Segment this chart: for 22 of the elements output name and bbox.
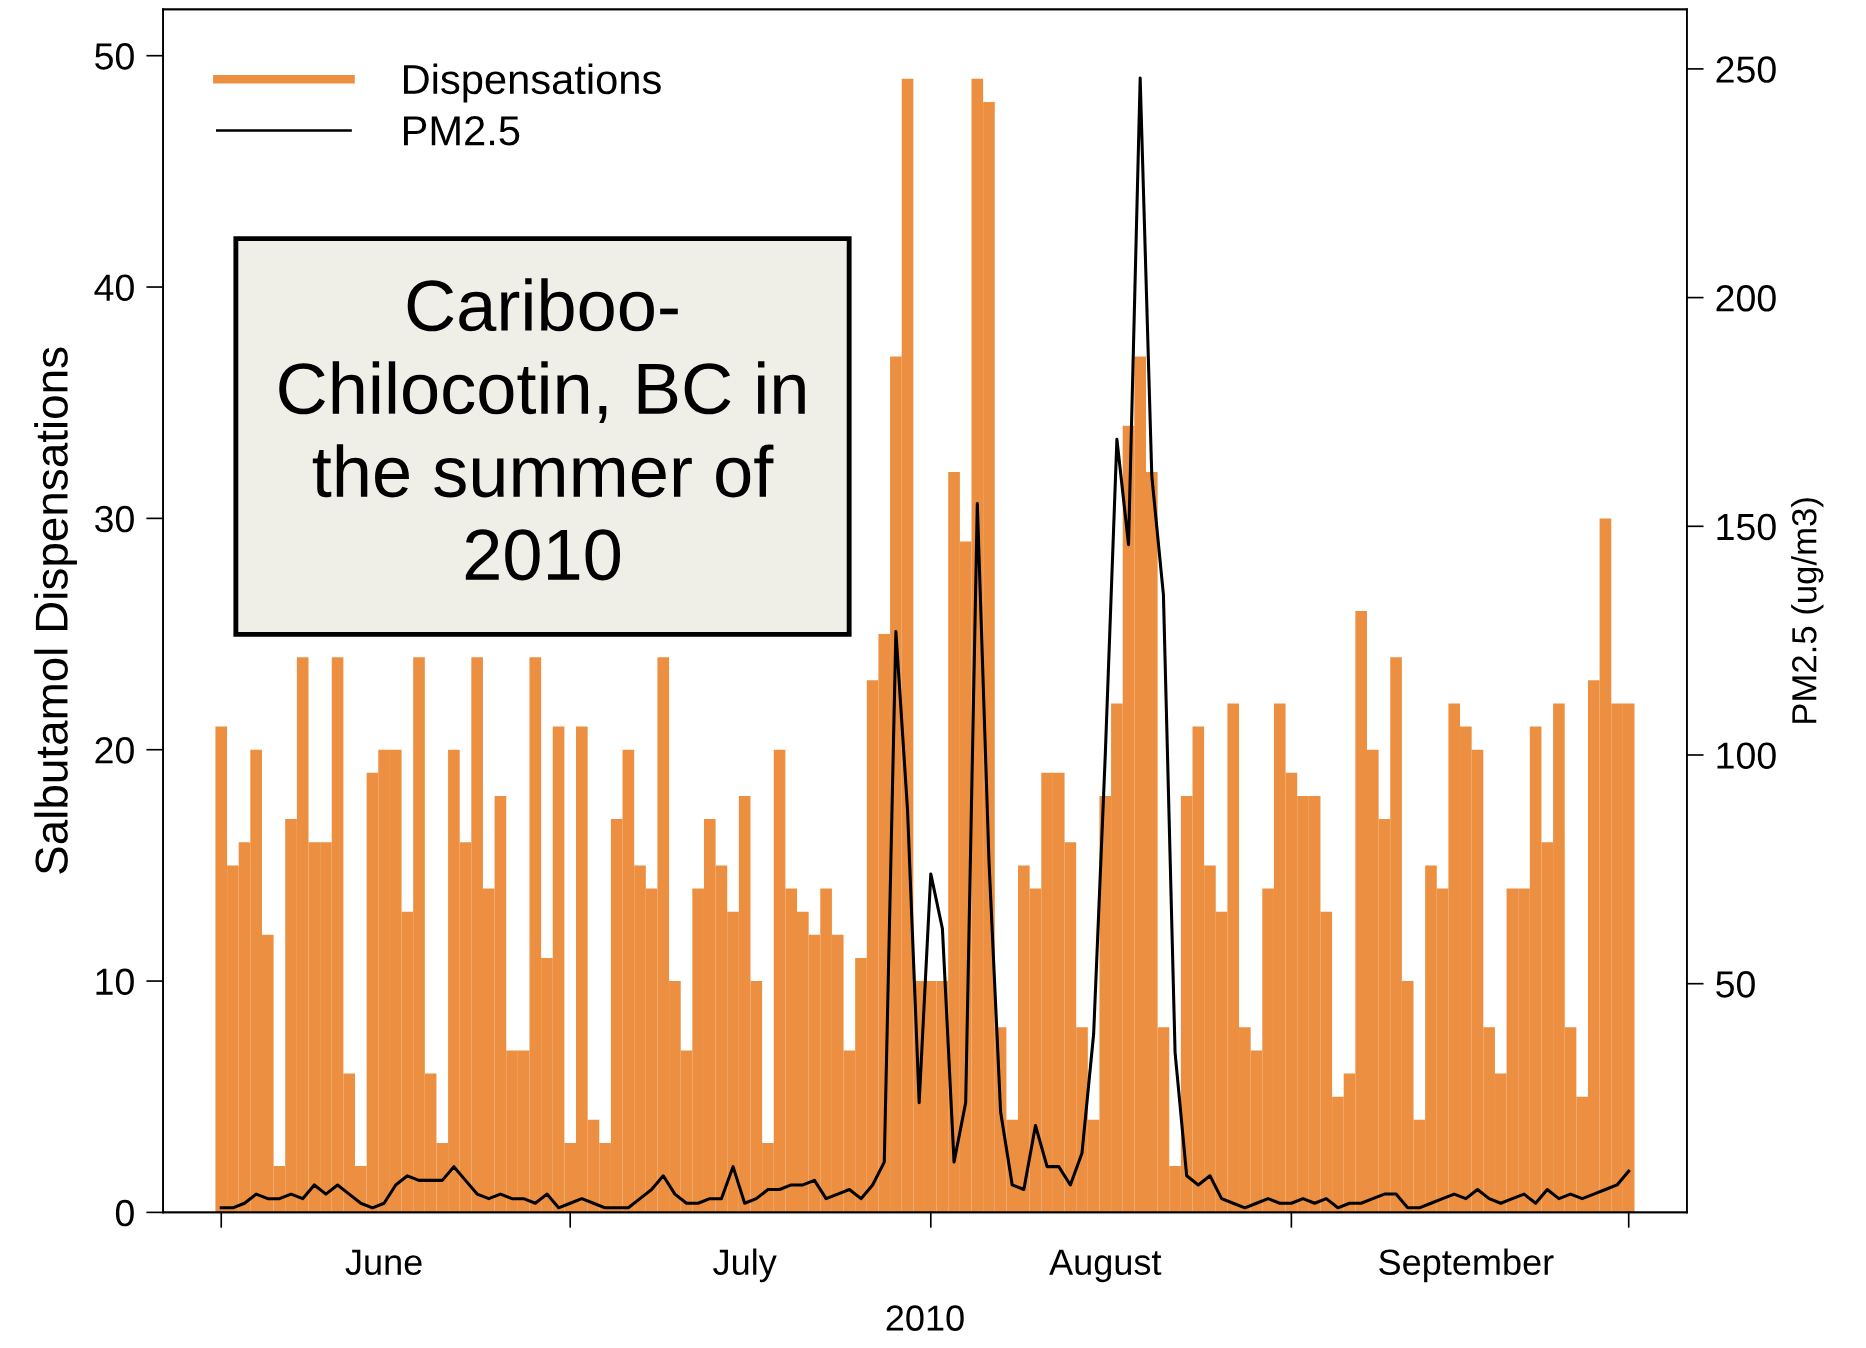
- y2-tick-label: 200: [1716, 285, 1776, 312]
- x-tick-label: September: [1379, 1248, 1554, 1283]
- text: 2010: [886, 1305, 964, 1331]
- x-tick-label: July: [713, 1248, 777, 1283]
- x-tick-label: June: [345, 1249, 422, 1276]
- text: Cariboo- Chilocotin, BC in the summer of: [279, 278, 805, 498]
- y-tick-label: 10: [96, 968, 134, 996]
- y-tick-label: 30: [95, 505, 134, 533]
- y2-tick-label: 50: [1716, 971, 1755, 998]
- legend-label: PM2.5: [404, 116, 520, 146]
- y2-tick-label: 150: [1717, 513, 1776, 541]
- y2-tick-label: 100: [1717, 742, 1776, 769]
- y-axis-title: Salbutamol Dispensations: [34, 347, 77, 874]
- legend-label: Dispensations: [404, 63, 661, 103]
- y-tick-label: 40: [94, 274, 134, 301]
- y2-axis-title: PM2.5 (ug/m3): [1791, 498, 1824, 723]
- y-tick-label: 20: [95, 737, 134, 764]
- x-axis-title: 2010: [465, 529, 621, 581]
- y2-tick-label: 250: [1716, 56, 1776, 83]
- y-tick-label: 0: [115, 1199, 134, 1227]
- x-tick-label: August: [1049, 1249, 1162, 1283]
- y-tick-label: 50: [95, 43, 134, 70]
